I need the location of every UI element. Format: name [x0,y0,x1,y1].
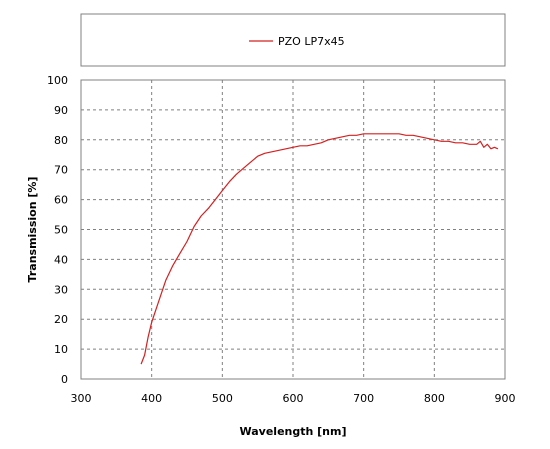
x-tick-label: 900 [495,392,516,405]
y-tick-label: 40 [54,253,68,266]
y-tick-label: 90 [54,104,68,117]
y-axis-ticks: 0 10 20 30 40 50 60 70 80 90 100 [47,74,68,386]
x-tick-label: 600 [283,392,304,405]
y-tick-label: 50 [54,224,68,237]
x-axis-ticks: 300 400 500 600 700 800 900 [71,392,516,405]
y-tick-label: 80 [54,134,68,147]
series-line-pzo [140,133,499,365]
y-tick-label: 60 [54,194,68,207]
x-tick-label: 400 [141,392,162,405]
series-group [140,133,499,365]
x-tick-label: 300 [71,392,92,405]
y-tick-label: 0 [61,373,68,386]
x-tick-label: 800 [424,392,445,405]
plot-frame [80,79,506,380]
y-tick-label: 10 [54,343,68,356]
y-tick-label: 100 [47,74,68,87]
grid [81,80,505,379]
y-tick-label: 70 [54,164,68,177]
legend-box [80,13,506,67]
x-tick-label: 500 [212,392,233,405]
y-axis-title: Transmission [%] [26,177,39,283]
y-tick-label: 30 [54,283,68,296]
y-tick-label: 20 [54,313,68,326]
x-axis-title: Wavelength [nm] [240,425,347,438]
x-tick-label: 700 [353,392,374,405]
legend-label-pzo: PZO LP7x45 [278,35,345,48]
